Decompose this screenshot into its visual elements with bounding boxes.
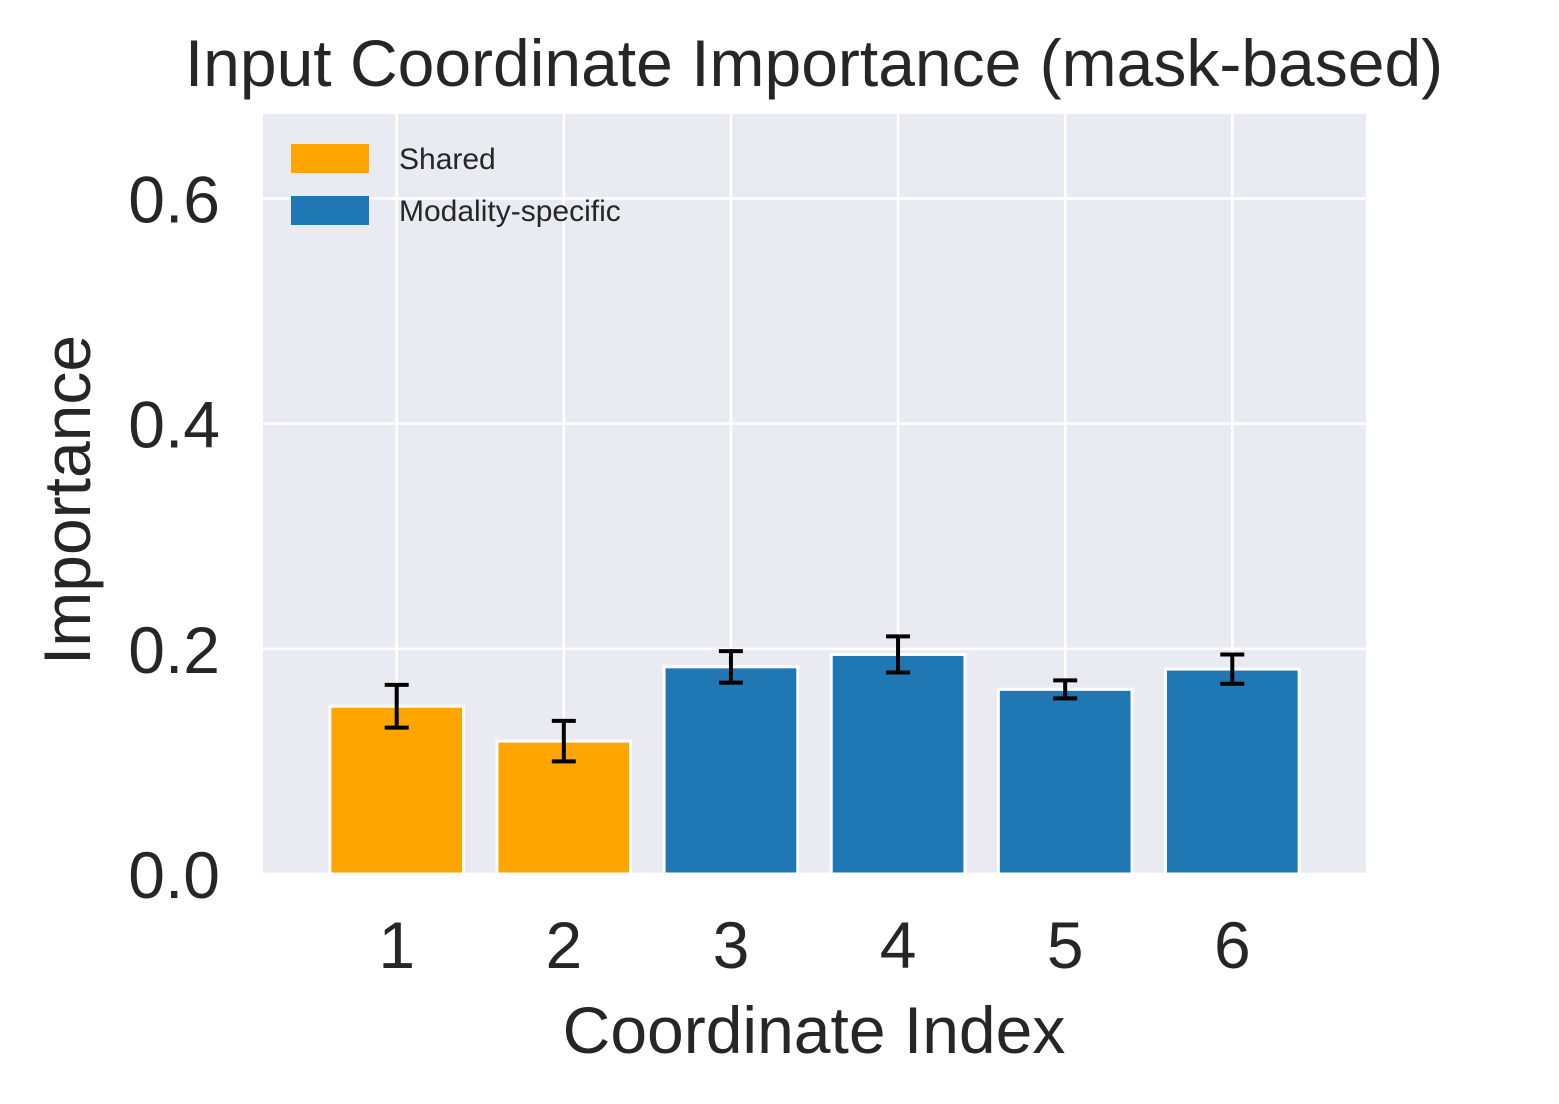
- x-tick-label: 6: [1214, 908, 1251, 982]
- y-tick-label: 0.2: [128, 613, 220, 687]
- bar: [495, 739, 633, 876]
- x-tick-label: 5: [1047, 908, 1084, 982]
- x-tick-label: 3: [713, 908, 750, 982]
- legend-label: Shared: [399, 143, 496, 176]
- y-axis-label: Importance: [30, 335, 104, 665]
- y-tick-labels: 0.0 0.2 0.4 0.6: [128, 162, 220, 912]
- x-tick-label: 4: [880, 908, 917, 982]
- legend: Shared Modality-specific: [291, 143, 621, 228]
- x-tick-labels: 1 2 3 4 5 6: [378, 908, 1250, 982]
- error-bars: [384, 634, 1245, 764]
- bar: [662, 665, 800, 876]
- y-tick-label: 0.6: [128, 162, 220, 236]
- bars: [328, 652, 1301, 876]
- bar: [829, 652, 967, 876]
- chart-title: Input Coordinate Importance (mask-based): [185, 26, 1443, 100]
- legend-label: Modality-specific: [399, 195, 621, 228]
- x-tick-label: 2: [545, 908, 582, 982]
- bar: [1163, 667, 1301, 876]
- x-tick-label: 1: [378, 908, 415, 982]
- x-axis-label: Coordinate Index: [563, 993, 1066, 1067]
- legend-swatch: [291, 196, 369, 225]
- bar: [328, 704, 466, 876]
- bar: [996, 687, 1134, 876]
- legend-swatch: [291, 144, 369, 173]
- y-tick-label: 0.4: [128, 388, 220, 462]
- y-tick-label: 0.0: [128, 838, 220, 912]
